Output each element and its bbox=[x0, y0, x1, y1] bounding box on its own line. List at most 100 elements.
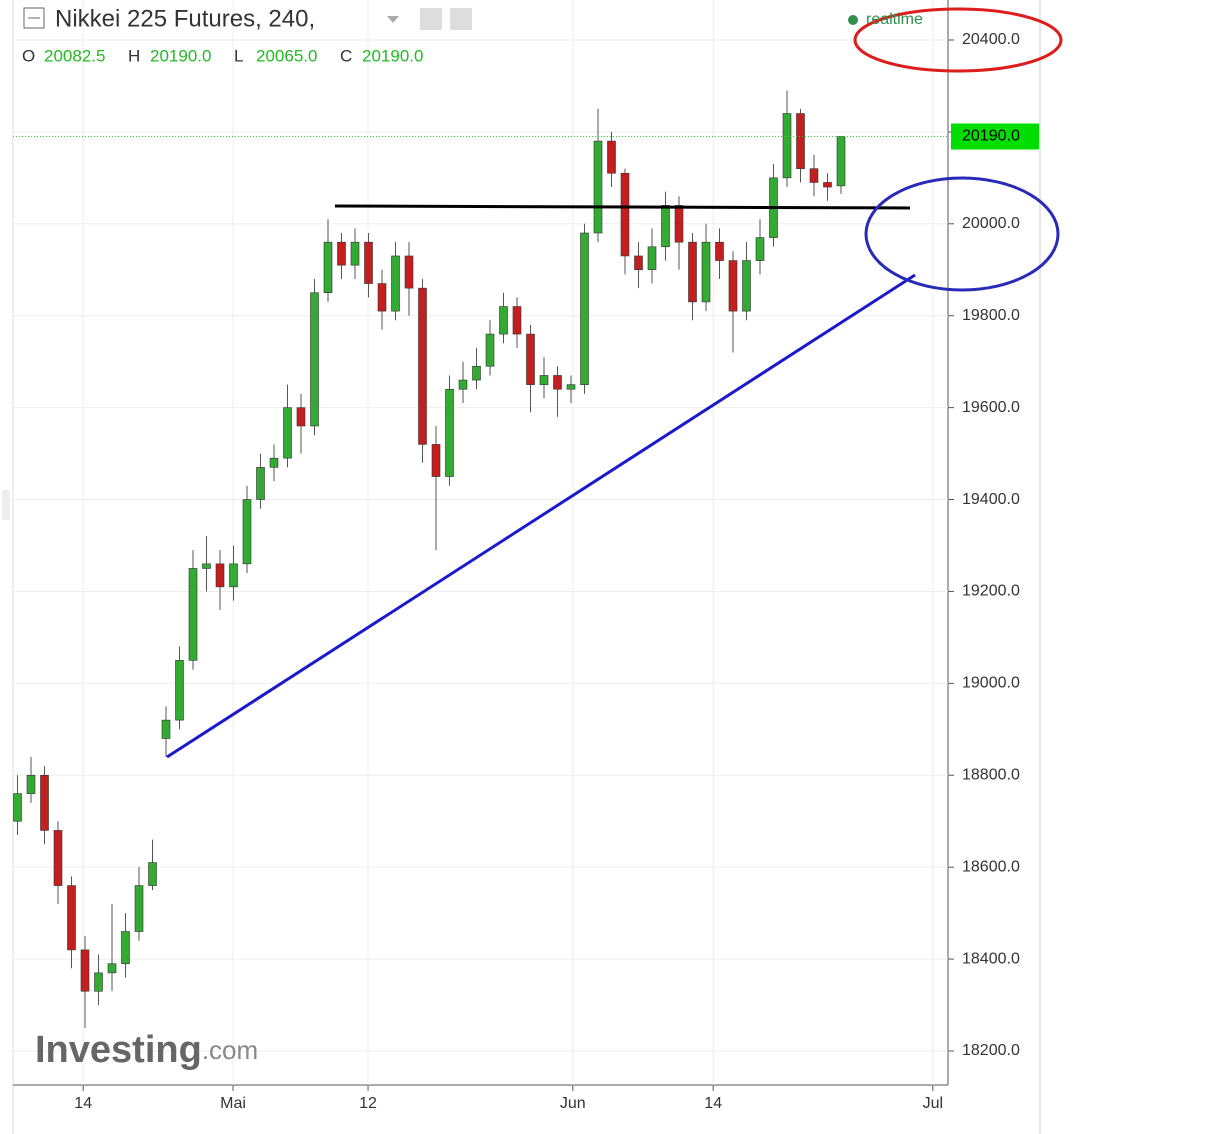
collapse-button[interactable] bbox=[23, 7, 45, 29]
candle-body bbox=[242, 499, 252, 565]
candle-body bbox=[688, 241, 697, 303]
candle-body bbox=[526, 333, 535, 385]
candle-body bbox=[607, 140, 616, 174]
highlight-ellipse bbox=[853, 7, 1063, 73]
candle-body bbox=[445, 388, 454, 477]
candle-body bbox=[458, 379, 468, 390]
highlight-ellipse bbox=[864, 176, 1060, 292]
candle-body bbox=[728, 260, 738, 312]
visibility-button[interactable] bbox=[420, 8, 442, 30]
ohlc-value: 20190.0 bbox=[150, 46, 211, 65]
ohlc-label: C bbox=[340, 46, 352, 65]
y-tick-label: 18200.0 bbox=[962, 1042, 1020, 1059]
dropdown-icon[interactable] bbox=[387, 16, 399, 23]
trend-line bbox=[166, 273, 916, 759]
candle-body bbox=[499, 306, 508, 335]
settings-button[interactable] bbox=[450, 8, 472, 30]
candle-body bbox=[782, 113, 792, 179]
candle-body bbox=[283, 407, 292, 459]
candle-body bbox=[202, 563, 211, 569]
candle-body bbox=[391, 255, 400, 312]
candle-body bbox=[256, 467, 265, 500]
x-tick-label: Jun bbox=[560, 1095, 586, 1112]
realtime-label: realtime bbox=[866, 11, 923, 28]
candle-body bbox=[742, 260, 751, 312]
watermark-brand: Investing bbox=[35, 1029, 202, 1071]
candle-body bbox=[364, 241, 373, 284]
ohlc-label: H bbox=[128, 46, 140, 65]
candle-body bbox=[161, 719, 171, 739]
candle-body bbox=[53, 830, 63, 886]
y-tick-label: 18600.0 bbox=[962, 858, 1020, 875]
candle-body bbox=[431, 444, 441, 477]
candle-body bbox=[269, 457, 279, 468]
candle-body bbox=[175, 660, 184, 721]
candle-body bbox=[121, 931, 130, 964]
candle-body bbox=[94, 972, 103, 992]
ohlc-value: 20190.0 bbox=[362, 46, 423, 65]
resistance-line bbox=[334, 204, 911, 210]
y-tick-label: 19600.0 bbox=[962, 399, 1020, 416]
y-tick-label: 20000.0 bbox=[962, 215, 1020, 232]
candle-body bbox=[350, 241, 360, 266]
candle-body bbox=[40, 774, 49, 831]
x-tick-label: Jul bbox=[923, 1095, 943, 1112]
candle-body bbox=[13, 793, 22, 822]
candle-body bbox=[337, 241, 346, 266]
watermark: Investing.com bbox=[35, 1029, 258, 1071]
candle-body bbox=[836, 136, 846, 187]
candle-body bbox=[80, 949, 90, 992]
y-tick-label: 19400.0 bbox=[962, 491, 1020, 508]
candle-body bbox=[512, 306, 522, 335]
candle-body bbox=[296, 407, 306, 427]
candle-body bbox=[647, 246, 657, 271]
y-tick-label: 18400.0 bbox=[962, 950, 1020, 967]
candle-body bbox=[404, 255, 414, 289]
candle-body bbox=[67, 885, 76, 951]
x-tick-label: 14 bbox=[704, 1095, 722, 1112]
candle-body bbox=[796, 113, 805, 169]
candle-body bbox=[323, 241, 333, 294]
candle-body bbox=[580, 232, 589, 385]
candle-body bbox=[134, 885, 144, 932]
candle-body bbox=[634, 255, 643, 271]
last-price-tag bbox=[951, 123, 1039, 150]
y-tick-label: 20400.0 bbox=[962, 31, 1020, 48]
side-handle[interactable] bbox=[2, 490, 10, 520]
candle-body bbox=[661, 205, 670, 248]
y-tick-label: 19800.0 bbox=[962, 307, 1020, 324]
candle-body bbox=[809, 168, 819, 183]
candle-body bbox=[539, 375, 549, 385]
grid bbox=[13, 0, 948, 1085]
candle-body bbox=[188, 568, 198, 661]
candle-body bbox=[674, 205, 684, 243]
ohlc-value: 20082.5 bbox=[44, 46, 105, 65]
x-tick-label: Mai bbox=[220, 1095, 246, 1112]
candle-body bbox=[215, 563, 225, 588]
candle-body bbox=[377, 283, 387, 312]
candle-body bbox=[755, 237, 765, 261]
ohlc-label: L bbox=[234, 46, 243, 65]
candle-body bbox=[566, 384, 576, 390]
ohlc-header: O 20082.5 H 20190.0 L 20065.0 C 20190.0 bbox=[22, 46, 423, 65]
watermark-suffix: .com bbox=[202, 1035, 258, 1065]
y-tick-label: 18800.0 bbox=[962, 766, 1020, 783]
realtime-dot bbox=[848, 15, 858, 25]
x-tick-label: 12 bbox=[359, 1095, 377, 1112]
candle-body bbox=[26, 774, 36, 794]
candle-body bbox=[593, 140, 603, 234]
candle-body bbox=[715, 241, 724, 261]
candle-body bbox=[823, 182, 832, 188]
y-tick-label: 19000.0 bbox=[962, 675, 1020, 692]
candle-body bbox=[620, 172, 630, 257]
candle-body bbox=[701, 241, 711, 303]
ohlc-label: O bbox=[22, 46, 35, 65]
candle-body bbox=[229, 563, 238, 588]
candle-body bbox=[472, 365, 481, 381]
candle-body bbox=[553, 375, 562, 390]
ohlc-value: 20065.0 bbox=[256, 46, 317, 65]
x-tick-label: 14 bbox=[74, 1095, 92, 1112]
last-price-label: 20190.0 bbox=[962, 128, 1020, 145]
